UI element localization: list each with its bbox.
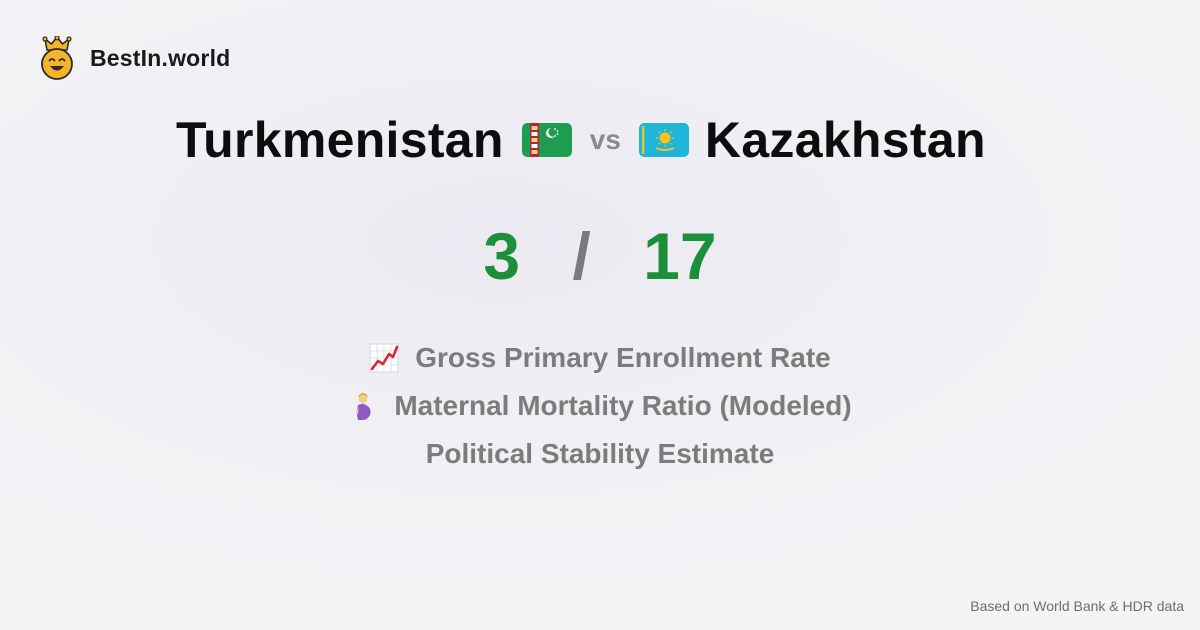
pregnant-woman-icon (356, 393, 371, 420)
metric-item: Political Stability Estimate (0, 430, 1200, 478)
metric-item: Gross Primary Enrollment Rate (0, 334, 1200, 382)
metric-item: Maternal Mortality Ratio (Modeled) (0, 382, 1200, 430)
turkmenistan-flag-icon (521, 123, 572, 157)
metrics-list: Gross Primary Enrollment Rate Maternal M… (0, 334, 1200, 478)
metric-label: Gross Primary Enrollment Rate (415, 342, 831, 373)
country-matchup: Turkmenistan vs Kazakhstan (176, 108, 986, 172)
right-country-name[interactable]: Kazakhstan (704, 112, 986, 168)
metric-label: Maternal Mortality Ratio (Modeled) (394, 390, 852, 421)
metric-label: Political Stability Estimate (425, 438, 775, 469)
left-score: 3 (483, 219, 521, 293)
brand-name: BestIn.world (90, 44, 231, 71)
score-display: 3 / 17 (0, 218, 1200, 294)
brand[interactable]: BestIn.world (38, 36, 230, 80)
data-source-note: Based on World Bank & HDR data (970, 598, 1184, 614)
chart-increasing-icon (369, 343, 399, 373)
kazakhstan-flag-icon (638, 123, 689, 157)
vs-label: vs (589, 124, 621, 155)
left-country-name[interactable]: Turkmenistan (176, 112, 504, 168)
right-score: 17 (643, 219, 717, 293)
crowned-smiley-icon (41, 36, 73, 80)
score-separator: / (572, 219, 591, 293)
